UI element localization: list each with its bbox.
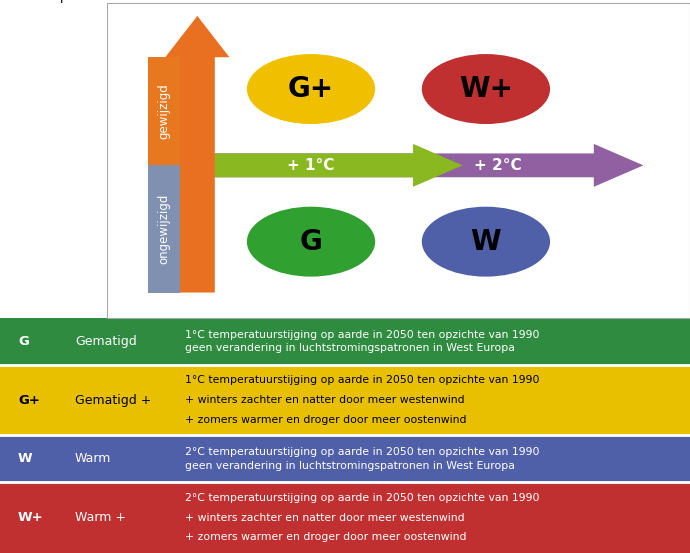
Text: + zomers warmer en droger door meer oostenwind: + zomers warmer en droger door meer oost… bbox=[185, 415, 466, 425]
Circle shape bbox=[247, 54, 375, 124]
Bar bbox=[148, 165, 180, 293]
Circle shape bbox=[422, 54, 550, 124]
Bar bbox=[0, 482, 690, 553]
Text: geen verandering in luchtstromingspatronen in West Europa: geen verandering in luchtstromingspatron… bbox=[185, 461, 515, 471]
Bar bbox=[0, 436, 690, 482]
Text: W+: W+ bbox=[459, 75, 513, 103]
Text: 2°C temperatuurstijging op aarde in 2050 ten opzichte van 1990: 2°C temperatuurstijging op aarde in 2050… bbox=[185, 447, 540, 457]
Text: Luchtstromings-
patronen: Luchtstromings- patronen bbox=[60, 0, 161, 3]
Text: + winters zachter en natter door meer westenwind: + winters zachter en natter door meer we… bbox=[185, 513, 464, 523]
Circle shape bbox=[247, 207, 375, 276]
Text: W: W bbox=[18, 452, 32, 466]
Polygon shape bbox=[209, 144, 462, 187]
Bar bbox=[0, 365, 690, 436]
Text: W+: W+ bbox=[18, 511, 43, 524]
Text: Gematigd +: Gematigd + bbox=[75, 394, 151, 407]
Text: + winters zachter en natter door meer westenwind: + winters zachter en natter door meer we… bbox=[185, 395, 464, 405]
Text: G+: G+ bbox=[18, 394, 40, 407]
Polygon shape bbox=[209, 144, 643, 187]
Text: Gematigd: Gematigd bbox=[75, 335, 137, 348]
Text: 1°C temperatuurstijging op aarde in 2050 ten opzichte van 1990: 1°C temperatuurstijging op aarde in 2050… bbox=[185, 330, 540, 340]
Text: G: G bbox=[299, 228, 322, 255]
Text: Warm: Warm bbox=[75, 452, 111, 466]
Text: Warm +: Warm + bbox=[75, 511, 126, 524]
Text: geen verandering in luchtstromingspatronen in West Europa: geen verandering in luchtstromingspatron… bbox=[185, 343, 515, 353]
Text: gewijzigd: gewijzigd bbox=[157, 84, 170, 139]
Text: G: G bbox=[18, 335, 29, 348]
Bar bbox=[107, 3, 690, 318]
Text: W: W bbox=[471, 228, 501, 255]
Text: + 1°C: + 1°C bbox=[287, 158, 335, 173]
Circle shape bbox=[422, 207, 550, 276]
Text: + 2°C: + 2°C bbox=[474, 158, 522, 173]
Text: 1°C temperatuurstijging op aarde in 2050 ten opzichte van 1990: 1°C temperatuurstijging op aarde in 2050… bbox=[185, 375, 540, 385]
Text: G+: G+ bbox=[288, 75, 334, 103]
Text: 2°C temperatuurstijging op aarde in 2050 ten opzichte van 1990: 2°C temperatuurstijging op aarde in 2050… bbox=[185, 493, 540, 503]
Bar bbox=[0, 318, 690, 365]
Bar bbox=[148, 58, 180, 165]
Text: + zomers warmer en droger door meer oostenwind: + zomers warmer en droger door meer oost… bbox=[185, 533, 466, 542]
Polygon shape bbox=[166, 16, 229, 293]
Text: ongewijzigd: ongewijzigd bbox=[157, 194, 170, 264]
